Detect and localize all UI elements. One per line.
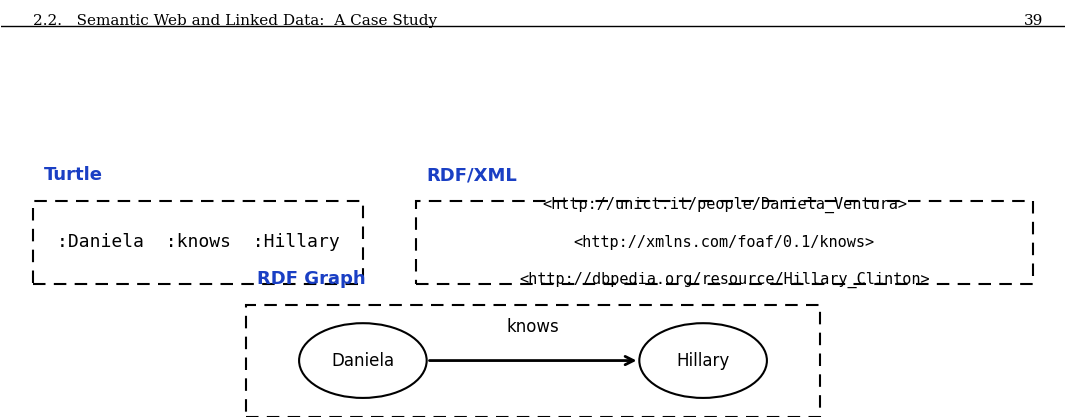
- Text: RDF/XML: RDF/XML: [426, 166, 517, 184]
- Text: 2.2.   Semantic Web and Linked Data:  A Case Study: 2.2. Semantic Web and Linked Data: A Cas…: [33, 14, 437, 28]
- Ellipse shape: [300, 323, 426, 398]
- Ellipse shape: [640, 323, 766, 398]
- Text: Daniela: Daniela: [332, 352, 394, 370]
- Text: knows: knows: [506, 318, 560, 336]
- Text: RDF Graph: RDF Graph: [257, 270, 366, 288]
- Text: <http://xmlns.com/foaf/0.1/knows>: <http://xmlns.com/foaf/0.1/knows>: [574, 235, 875, 250]
- Text: Turtle: Turtle: [44, 166, 103, 184]
- Text: <http://unict.it/people/Daniela_Ventura>: <http://unict.it/people/Daniela_Ventura>: [542, 197, 907, 213]
- Text: Hillary: Hillary: [677, 352, 730, 370]
- Text: 39: 39: [1024, 14, 1044, 28]
- Text: <http://dbpedia.org/resource/Hillary_Clinton>: <http://dbpedia.org/resource/Hillary_Cli…: [519, 271, 930, 288]
- Text: :Daniela  :knows  :Hillary: :Daniela :knows :Hillary: [56, 233, 339, 251]
